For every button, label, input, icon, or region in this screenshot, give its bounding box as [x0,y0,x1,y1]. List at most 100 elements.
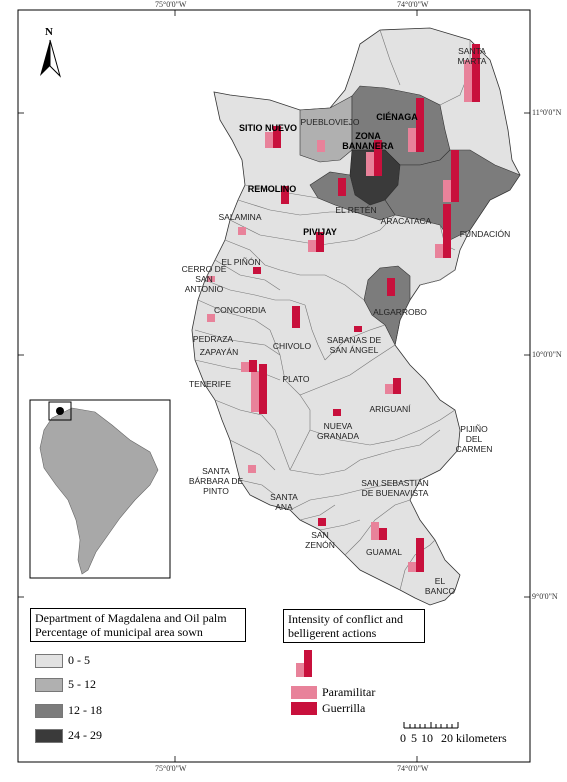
label-nueva-granada: NUEVA GRANADA [316,421,360,441]
legend-swatch-0-5 [35,654,63,668]
legend-label-guerrilla: Guerrilla [322,701,366,715]
label-pijino-del-carmen: PIJIÑO DEL CARMEN [455,424,493,454]
bar-pivijay-guer [316,232,324,252]
scale-tick-20: 20 [441,731,453,745]
inset-locator-box [48,401,72,421]
bar-el-reten-guer [338,178,346,196]
bar-santa-marta-para [464,60,472,102]
label-sitio-nuevo: SITIO NUEVO [238,123,298,133]
bar-el-banco-guer [416,538,424,572]
bar-ariguani-para [385,384,393,394]
lon-label-top-left: 75°0'0"W [155,0,187,9]
bar-cerro-para [207,276,215,282]
bar-fundacion-para [435,244,443,258]
bar-pivijay-para [308,240,316,252]
lat-label-10: 10°0'0"N [532,350,562,359]
legend-label-12-18: 12 - 18 [68,703,102,717]
label-aracataca: ARACATACA [380,216,432,226]
lon-label-top-right: 74°0'0"W [397,0,429,9]
label-sabanas-san-angel: SABANAS DE SAN ÁNGEL [326,335,382,355]
graticule-ticks [18,10,530,762]
region-el-reten [309,171,396,221]
legend-swatch-paramilitar [291,686,317,699]
bar-nueva-granada-guer [333,409,341,416]
legend-oilpalm-title-line2: Percentage of municipal area sown [35,625,203,639]
bar-zona-bananera-guer [374,140,382,176]
bar-zapayan-para [241,362,249,372]
legend-oilpalm-title: Department of Magdalena and Oil palm Per… [30,608,246,642]
bar-el-pinon-guer [253,267,261,274]
bar-sabanas-guer [354,326,362,332]
label-santa-barbara-pinto: SANTA BÁRBARA DE PINTO [188,466,244,496]
bar-tenerife-para [251,372,259,412]
lon-label-bottom-left: 75°0'0"W [155,764,187,773]
scale-unit: kilometers [456,731,507,745]
label-cerro-san-antonio: CERRO DE SAN ANTONIO [181,264,227,294]
bar-sitio-nuevo-guer [273,126,281,148]
bar-fundacion-guer [443,204,451,258]
legend-conflict-title-line2: belligerent actions [288,626,377,640]
bar-aracataca-para [443,180,451,202]
bar-tenerife-guer [259,364,267,414]
bar-guamal-para [371,522,379,540]
label-el-banco: EL BANCO [424,576,456,596]
bar-guamal-guer [379,528,387,540]
lon-label-bottom-right: 74°0'0"W [397,764,429,773]
bar-salamina-para [238,227,246,235]
legend-oilpalm-title-line1: Department of Magdalena and Oil palm [35,611,227,625]
bar-santa-barbara-para [248,465,256,473]
region-puebloviejo [299,95,353,163]
label-san-zenon: SAN ZENÓN [305,530,335,550]
north-label: N [45,26,53,38]
label-pivijay: PIVIJAY [303,227,337,237]
municipal-boundaries [194,29,471,591]
legend-label-5-12: 5 - 12 [68,677,96,691]
bar-cienaga-para [408,128,416,152]
label-fundacion: FUNDACIÓN [459,229,511,239]
label-cienaga: CIÉNAGA [376,112,418,122]
bar-remolino-guer [281,186,289,204]
legend-conflict-sample [296,650,312,677]
label-zapayan: ZAPAYÁN [199,347,239,357]
label-concordia: CONCORDIA [214,305,266,315]
label-ariguani: ARIGUANÍ [369,404,411,414]
label-santa-marta: SANTA MARTA [457,46,487,66]
legend-label-0-5: 0 - 5 [68,653,90,667]
bar-aracataca-guer [451,150,459,202]
label-algarrobo: ALGARROBO [373,307,427,317]
bar-chivolo-guer [292,306,300,328]
legend-conflict-title: Intensity of conflict and belligerent ac… [283,609,425,643]
scale-tick-0: 0 [400,731,406,745]
legend-swatch-guerrilla [291,702,317,715]
scale-tick-5: 5 [411,731,417,745]
bar-zapayan-guer [249,360,257,372]
scale-tick-10: 10 [421,731,433,745]
label-pedraza: PEDRAZA [192,334,234,344]
bar-algarrobo-guer [387,278,395,296]
region-algarrobo [363,265,411,346]
label-puebloviejo: PUEBLOVIEJO [300,117,360,127]
bar-ariguani-guer [393,378,401,394]
scale-bar [403,722,459,729]
north-arrow-icon [40,39,61,78]
label-remolino: REMOLINO [247,184,297,194]
bar-concordia-para [207,314,215,322]
bar-sitio-nuevo-para [265,132,273,148]
label-zona-bananera: ZONA BANANERA [342,131,394,151]
legend-swatch-12-18 [35,704,63,718]
label-tenerife: TENERIFE [188,379,232,389]
inset-south-america [29,399,171,579]
label-plato: PLATO [282,374,310,384]
bar-zona-bananera-para [366,152,374,176]
bar-san-zenon-guer [318,518,326,526]
legend-swatch-5-12 [35,678,63,692]
legend-conflict-title-line1: Intensity of conflict and [288,612,403,626]
legend-label-24-29: 24 - 29 [68,728,102,742]
bar-puebloviejo-para [317,140,325,152]
label-santa-ana: SANTA ANA [270,492,298,512]
bar-santa-marta-guer [472,44,480,102]
conflict-bars [207,44,480,572]
label-san-sebastian: SAN SEBASTIÁN DE BUENAVISTA [361,478,429,498]
lat-label-11: 11°0'0"N [532,108,562,117]
label-el-pinon: EL PIÑÓN [221,257,261,267]
